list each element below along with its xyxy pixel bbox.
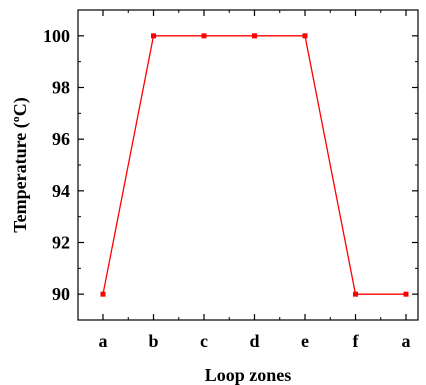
y-tick-label: 98 [52,78,70,98]
data-point [403,291,409,297]
data-point [252,33,257,39]
data-point [151,33,156,39]
y-axis-title: Temperature (ºC) [10,97,31,232]
series-line [102,35,406,295]
x-axis-title: Loop zones [205,365,292,385]
y-tick-label: 90 [52,284,70,304]
y-tick-label: 92 [52,233,70,253]
y-tick-label: 96 [52,129,70,149]
series-layer [100,33,409,297]
x-tick-label: f [353,331,360,351]
data-point [353,291,358,297]
x-tick-label: b [148,331,158,351]
x-tick-label: e [301,331,309,351]
x-tick-label: d [249,331,259,351]
plot-frame [77,9,419,321]
x-tick-label: a [402,331,411,351]
data-point [100,291,106,297]
x-tick-label: c [200,331,208,351]
x-tick-label: a [99,331,108,351]
data-point [302,33,308,39]
y-tick-label: 94 [52,181,70,201]
y-tick-label: 100 [43,26,70,46]
y-axis-ticks: 90 92 94 96 98 100 [43,26,418,304]
data-point [201,33,207,39]
